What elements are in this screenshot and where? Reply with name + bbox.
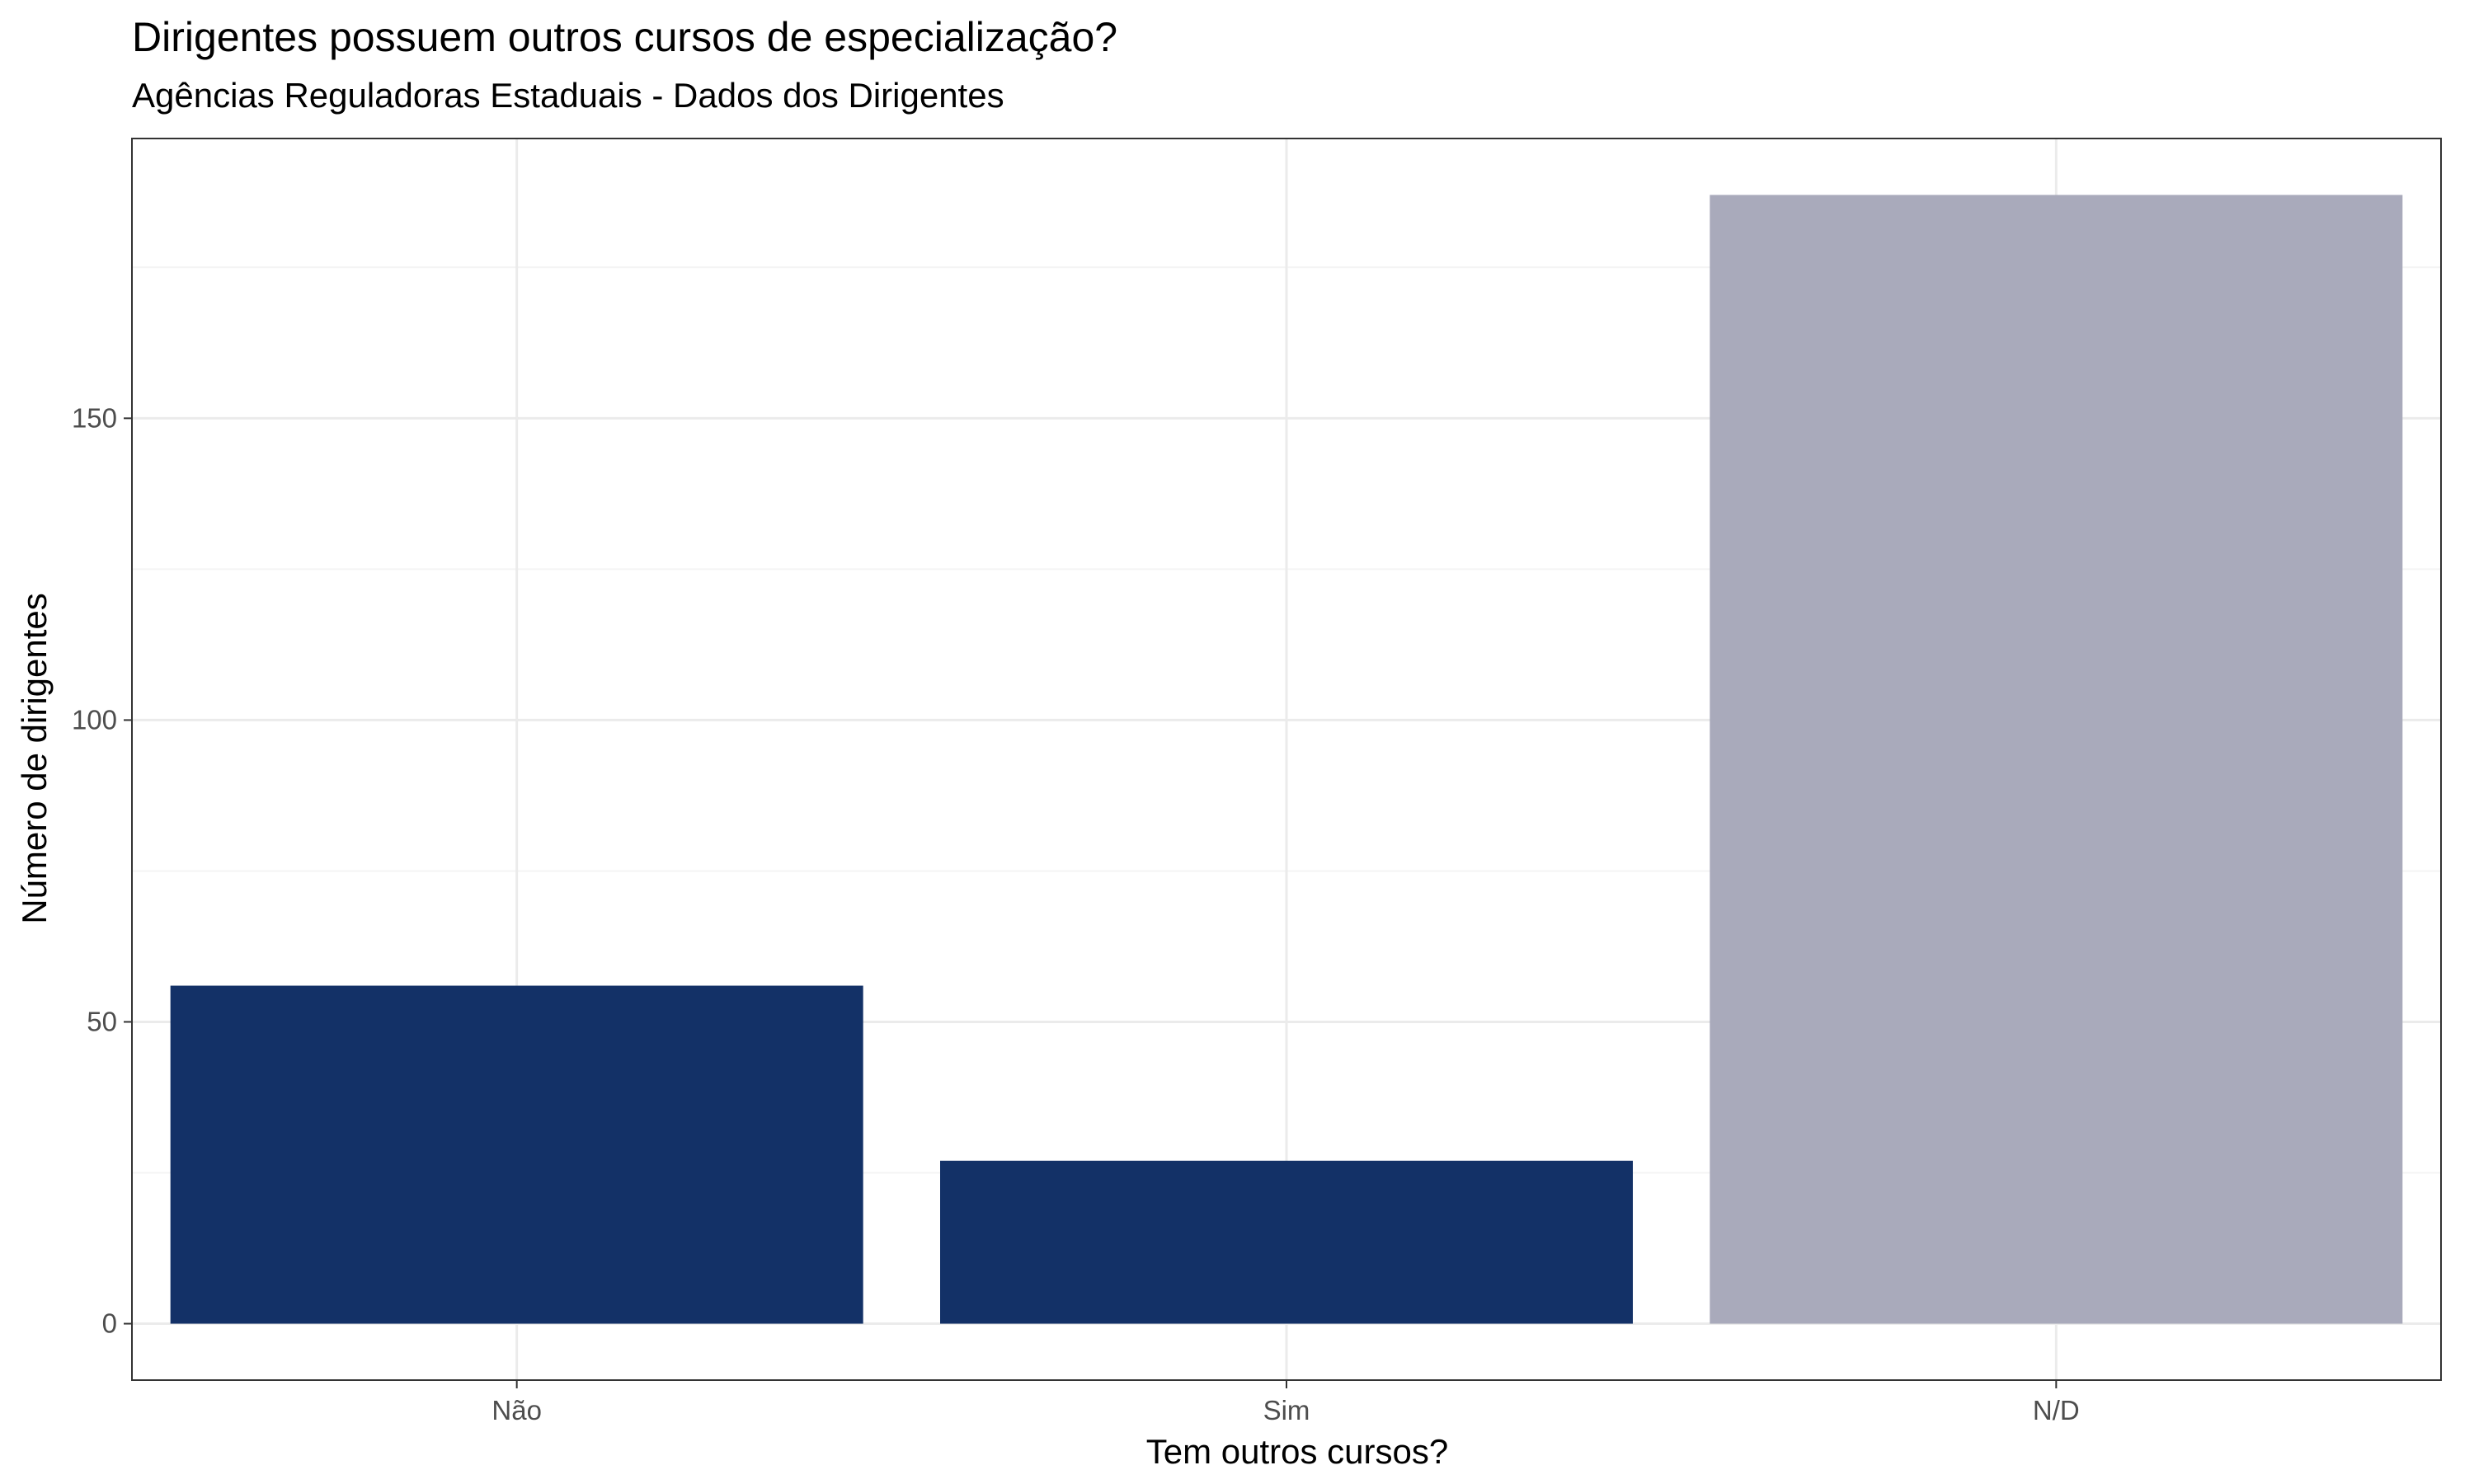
y-tick-label: 50 <box>87 1006 117 1036</box>
bar-1 <box>170 985 863 1324</box>
x-axis-title: Tem outros cursos? <box>1146 1432 1448 1471</box>
y-tick-label: 150 <box>72 402 117 433</box>
y-tick-label: 0 <box>102 1308 117 1339</box>
plot-area <box>131 138 2442 1381</box>
chart-title: Dirigentes possuem outros cursos de espe… <box>132 14 1117 60</box>
bar-3 <box>1710 195 2403 1324</box>
chart-subtitle: Agências Reguladoras Estaduais - Dados d… <box>132 76 1004 115</box>
x-tick-label: N/D <box>2033 1395 2080 1425</box>
y-tick-label: 100 <box>72 704 117 735</box>
x-axis: Não Sim N/D <box>492 1380 2080 1425</box>
y-axis: 0 50 100 150 <box>72 402 132 1339</box>
x-tick-label: Não <box>492 1395 542 1425</box>
bar-2 <box>940 1160 1633 1324</box>
bars <box>170 195 2403 1324</box>
y-axis-title: Número de dirigentes <box>15 593 54 924</box>
x-tick-label: Sim <box>1263 1395 1310 1425</box>
